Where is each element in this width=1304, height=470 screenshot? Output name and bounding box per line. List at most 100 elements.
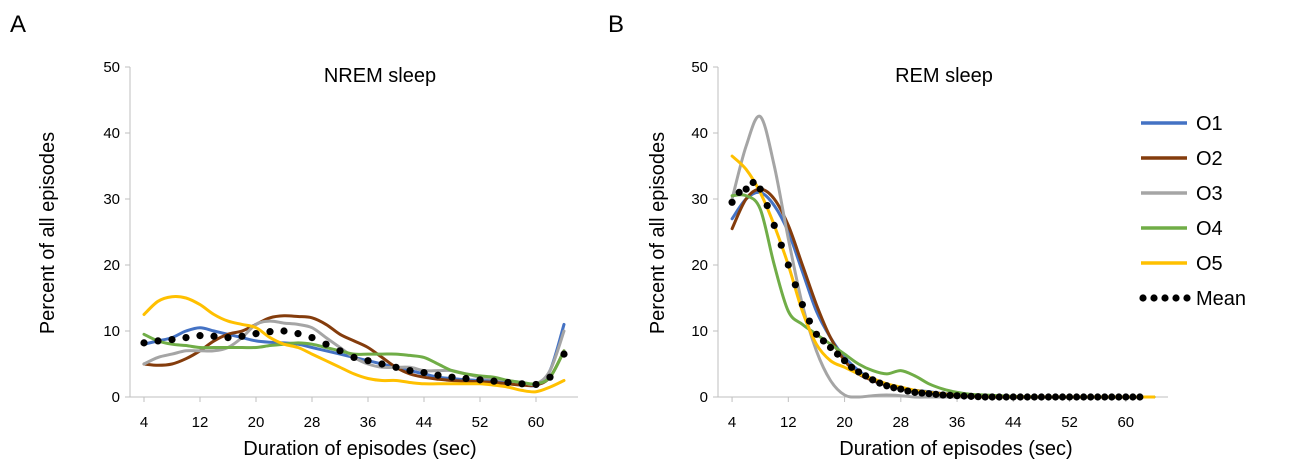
mean-point [1108,393,1116,401]
mean-point [462,374,470,383]
mean-point [238,332,246,340]
y-tick-label: 0 [700,389,708,406]
mean-point [1051,393,1060,401]
panel-b-xlabel: Duration of episodes (sec) [839,438,1072,460]
mean-point [308,334,316,342]
mean-point [210,332,218,340]
mean-point [840,357,849,365]
x-tick-label: 12 [780,414,797,431]
x-tick-label: 60 [528,414,545,431]
mean-point [224,334,232,342]
x-tick-label: 44 [416,414,433,431]
y-tick-label: 20 [103,257,120,274]
mean-point [946,391,954,399]
x-tick-label: 52 [472,414,489,431]
mean-point [252,330,260,338]
legend-label-o5: O5 [1196,253,1223,275]
mean-point [981,393,989,401]
mean-point [960,392,968,400]
mean-point [266,328,274,336]
mean-point [742,185,750,193]
mean-point [1136,393,1144,401]
mean-point [560,350,568,358]
panel-b-ylabel: Percent of all episodes [647,132,669,334]
mean-point [364,357,372,365]
mean-point [1101,393,1109,401]
mean-point [988,393,996,401]
legend: O1 O2 O3 O4 O5 Mean [1139,113,1246,310]
legend-label-o4: O4 [1196,218,1223,240]
mean-point [336,347,344,355]
mean-point [1065,393,1074,401]
mean-point [1115,393,1123,401]
mean-point [1009,393,1017,401]
mean-point [1072,393,1081,401]
mean-point [546,373,554,381]
mean-point [448,373,456,381]
mean-point [196,332,204,340]
x-tick-label: 28 [892,414,909,431]
mean-point [869,376,877,384]
series-line-o4 [730,193,1156,399]
mean-point [1058,393,1067,401]
x-tick-label: 12 [192,414,209,431]
mean-point [862,372,870,380]
x-tick-label: 4 [728,414,736,431]
panel-a-axes: 0 10 20 30 40 50 4 12 20 28 36 44 52 60 [103,59,578,431]
mean-point [939,391,947,399]
mean-point [518,380,526,388]
x-tick-label: 52 [1061,414,1078,431]
panel-b-axes: 0 10 20 30 40 50 4 12 20 28 36 44 52 60 [691,59,1168,431]
mean-point [812,330,821,338]
series-line-o5 [142,294,566,394]
mean-point [897,385,905,393]
mean-point [805,317,814,325]
mean-point [728,198,736,206]
y-tick-label: 10 [103,323,120,340]
mean-point [784,261,792,269]
y-tick-label: 0 [112,389,120,406]
mean-point [168,335,176,344]
mean-point [798,301,806,309]
mean-point [1016,393,1024,401]
legend-swatch-mean [1183,294,1191,302]
mean-point [280,327,288,335]
mean-point [392,363,400,371]
y-tick-label: 10 [691,323,708,340]
mean-point [140,339,148,347]
y-tick-label: 30 [691,191,708,208]
series-line-o3 [730,114,1156,399]
mean-point [420,368,428,377]
mean-point [932,390,940,398]
panel-a-ylabel: Percent of all episodes [37,132,59,334]
mean-point [904,387,912,395]
mean-point [1129,393,1137,401]
panel-b-title: REM sleep [895,65,993,87]
x-tick-label: 60 [1117,414,1134,431]
legend-label-o3: O3 [1196,183,1223,205]
mean-point [1023,393,1031,401]
mean-point [504,378,512,387]
mean-point [763,202,771,210]
mean-point [967,392,975,400]
mean-point [890,384,898,392]
y-tick-label: 50 [691,59,708,76]
mean-point [1037,393,1046,401]
legend-label-o2: O2 [1196,148,1223,170]
y-tick-label: 30 [103,191,120,208]
x-tick-label: 36 [360,414,377,431]
mean-point [476,376,484,384]
x-tick-label: 20 [248,414,265,431]
mean-point [819,337,828,345]
mean-point [974,393,982,401]
mean-point [995,393,1003,401]
x-tick-label: 36 [949,414,966,431]
mean-point [1080,393,1088,401]
mean-point [756,185,764,193]
y-tick-label: 20 [691,257,708,274]
y-tick-label: 50 [103,59,120,76]
y-tick-label: 40 [691,125,708,142]
mean-point [1002,393,1010,401]
mean-point [350,353,358,361]
mean-point [434,371,442,379]
